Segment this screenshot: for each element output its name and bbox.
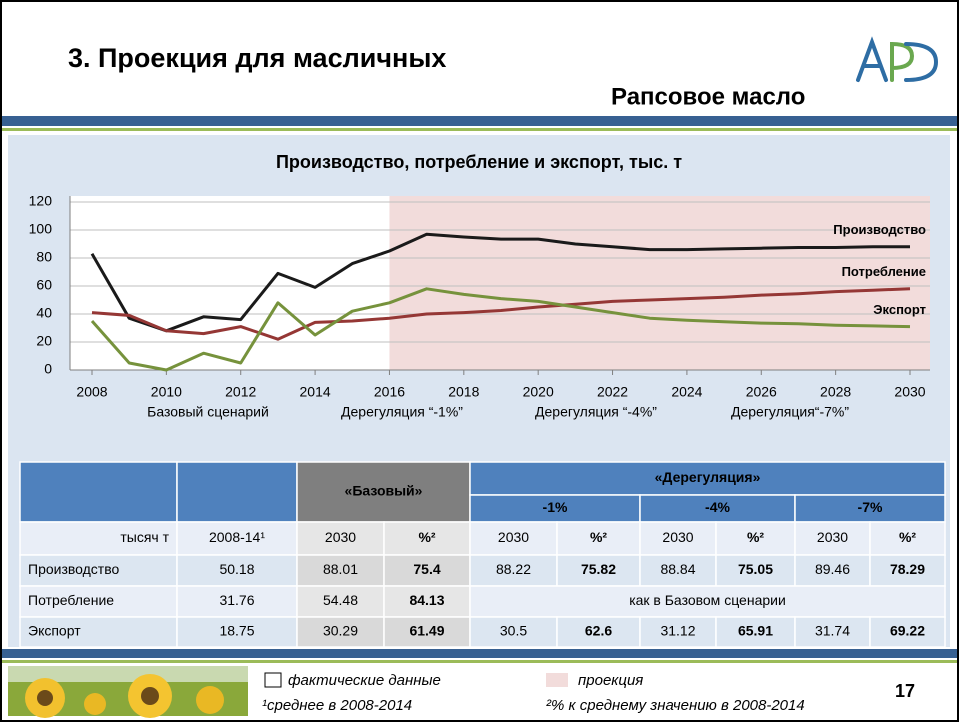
- footer-line: [2, 660, 957, 663]
- chart-title: Производство, потребление и экспорт, тыс…: [276, 152, 682, 172]
- column-header: %²: [899, 529, 916, 545]
- sunflower-image: [8, 666, 248, 718]
- subgroup-header: -7%: [858, 499, 883, 515]
- subgroup-header: -1%: [543, 499, 568, 515]
- table-cell: [20, 462, 177, 522]
- scenario-label: Дерегуляция “-1%”: [341, 404, 463, 420]
- table-value: 50.18: [219, 561, 254, 577]
- column-header: %²: [590, 529, 607, 545]
- table: «Базовый» «Дерегуляция» -1% -4% -7% тысяч т 20…: [20, 462, 945, 647]
- slide: 3. Проекция для масличных Рапсовое масло…: [0, 0, 959, 722]
- y-tick-label: 80: [36, 249, 52, 265]
- table-value: 30.29: [323, 623, 358, 639]
- table-value: 75.82: [581, 561, 616, 577]
- table-value: 89.46: [815, 561, 850, 577]
- table-value: 88.84: [660, 561, 695, 577]
- series-label: Производство: [833, 222, 926, 237]
- legend-actual-swatch: [265, 673, 281, 687]
- row-header: Потребление: [28, 592, 114, 608]
- table-value: 69.22: [890, 623, 925, 639]
- table-value: 18.75: [219, 623, 254, 639]
- header-line: [2, 128, 957, 131]
- x-tick-label: 2028: [820, 384, 851, 400]
- y-tick-label: 120: [29, 193, 53, 209]
- legend-projection: проекция: [578, 672, 643, 689]
- y-tick-label: 20: [36, 333, 52, 349]
- series-label: Потребление: [842, 264, 926, 279]
- table-value: 31.76: [219, 592, 254, 608]
- column-header: 2030: [498, 529, 529, 545]
- flower: [84, 693, 106, 715]
- x-tick-label: 2014: [300, 384, 331, 400]
- legend-projection-swatch: [546, 673, 568, 687]
- flower-center: [141, 687, 159, 705]
- x-tick-label: 2020: [523, 384, 554, 400]
- table-value: 88.22: [496, 561, 531, 577]
- table-value: 30.5: [500, 623, 527, 639]
- x-tick-label: 2016: [374, 384, 405, 400]
- column-header: тысяч т: [120, 529, 169, 545]
- x-tick-label: 2026: [746, 384, 777, 400]
- row-header: Производство: [28, 561, 119, 577]
- table-value: 65.91: [738, 623, 773, 639]
- x-tick-label: 2012: [225, 384, 256, 400]
- slide-title: 3. Проекция для масличных: [68, 43, 446, 73]
- y-tick-label: 40: [36, 305, 52, 321]
- scenario-label: Дерегуляция“-7%”: [731, 404, 849, 420]
- x-tick-label: 2010: [151, 384, 182, 400]
- table-value: 78.29: [890, 561, 925, 577]
- legend-actual: фактические данные: [288, 672, 441, 689]
- column-header: %²: [418, 529, 435, 545]
- table-value: 54.48: [323, 592, 358, 608]
- scenario-label: Дерегуляция “-4%”: [535, 404, 657, 420]
- x-tick-label: 2022: [597, 384, 628, 400]
- y-tick-label: 60: [36, 277, 52, 293]
- column-header: 2030: [662, 529, 693, 545]
- table-value: 31.12: [660, 623, 695, 639]
- column-header: 2030: [817, 529, 848, 545]
- x-tick-label: 2024: [671, 384, 702, 400]
- subgroup-header: -4%: [705, 499, 730, 515]
- column-header: 2008-14¹: [209, 529, 265, 545]
- footnote: ¹среднее в 2008-2014: [262, 697, 412, 714]
- column-header: %²: [747, 529, 764, 545]
- table-cell: [177, 462, 297, 522]
- row-header: Экспорт: [28, 623, 81, 639]
- table-value: 75.4: [413, 561, 440, 577]
- column-header: 2030: [325, 529, 356, 545]
- scenario-label: Базовый сценарий: [147, 404, 269, 420]
- table-value: 61.49: [409, 623, 444, 639]
- flower: [196, 686, 224, 714]
- table-value: 88.01: [323, 561, 358, 577]
- header-bar: [2, 116, 957, 126]
- group-header: «Дерегуляция»: [655, 469, 761, 485]
- series-label: Экспорт: [873, 302, 926, 317]
- table-value: 84.13: [409, 592, 444, 608]
- group-header: «Базовый»: [345, 483, 423, 499]
- table-value: 62.6: [585, 623, 612, 639]
- footnote: ²% к среднему значению в 2008-2014: [546, 697, 805, 714]
- page-number: 17: [895, 681, 915, 701]
- x-tick-label: 2008: [76, 384, 107, 400]
- x-tick-label: 2018: [448, 384, 479, 400]
- x-tick-label: 2030: [894, 384, 925, 400]
- table-value: как в Базовом сценарии: [629, 592, 786, 608]
- y-tick-label: 100: [29, 221, 53, 237]
- y-tick-label: 0: [44, 361, 52, 377]
- table-value: 31.74: [815, 623, 850, 639]
- flower-center: [37, 690, 53, 706]
- footer-bar: [2, 649, 957, 658]
- slide-subtitle: Рапсовое масло: [611, 83, 805, 110]
- table-value: 75.05: [738, 561, 773, 577]
